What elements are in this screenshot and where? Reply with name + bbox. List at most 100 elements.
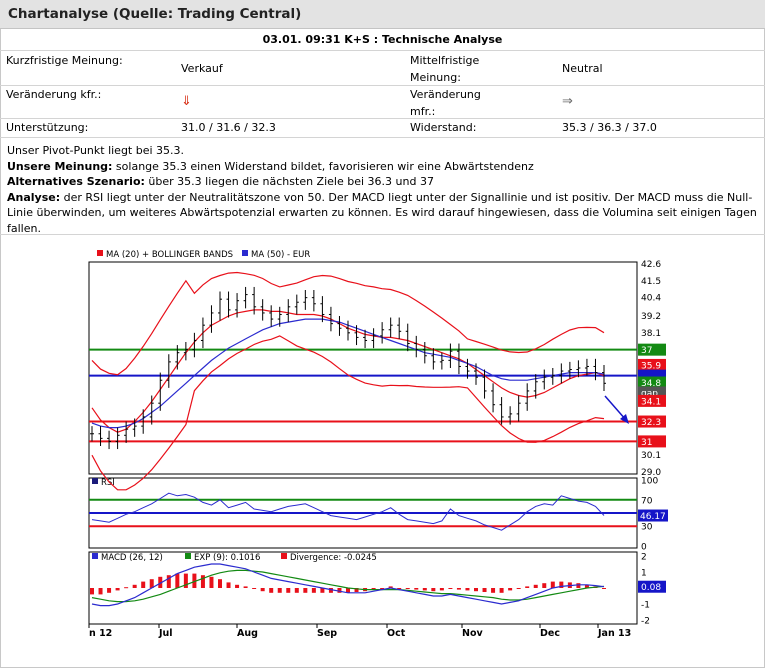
support-value: 31.0 / 31.6 / 32.3: [181, 121, 276, 134]
ma-upper-tag: 35.9: [641, 361, 661, 371]
month-label: Oct: [387, 628, 406, 639]
divergence-bar: [260, 588, 265, 592]
divergence-bar: [431, 588, 436, 592]
price-bar: [303, 290, 308, 310]
price-bar: [311, 290, 316, 312]
target-arrow-icon: [604, 395, 629, 424]
macd-tick-label: -2: [641, 617, 650, 627]
pivot-line: Unser Pivot-Punkt liegt bei 35.3.: [7, 144, 185, 157]
price-bar: [363, 329, 368, 349]
divergence-bar: [422, 588, 427, 591]
price-bar: [346, 320, 350, 341]
price-bar: [218, 291, 222, 321]
rsi-tick-label: 70: [641, 496, 653, 506]
price-legend: MA (20) + BOLLINGER BANDS MA (50) - EUR: [97, 250, 310, 260]
resistance-label: Widerstand:: [410, 121, 477, 134]
macd-last-bg: [638, 580, 666, 593]
price-bar: [90, 426, 94, 442]
divergence-bar: [218, 579, 222, 588]
divergence-bar: [448, 588, 453, 589]
rsi-panel: [89, 492, 637, 531]
rsi-last-label: 46.17: [640, 512, 666, 522]
divergence-bar: [294, 588, 299, 593]
change-short-label: Veränderung kfr.:: [6, 88, 102, 101]
divergence-bar: [414, 588, 419, 590]
price-bar: [209, 305, 214, 333]
price-bar: [516, 395, 521, 422]
price-bar: [235, 293, 240, 318]
month-label: Aug: [237, 628, 258, 639]
price-bar: [294, 294, 299, 315]
price-bar: [559, 363, 564, 384]
divergence-bar: [192, 573, 197, 588]
divergence-bar: [320, 588, 325, 593]
price-bar: [175, 345, 180, 370]
resistance-tag: 37: [641, 346, 652, 356]
divider: [0, 234, 765, 235]
divergence-bar: [209, 576, 214, 588]
arrow-right-icon: ⇒: [562, 94, 573, 109]
divergence-bar: [388, 586, 393, 588]
divergence-bar: [158, 576, 163, 588]
divergence-bar: [243, 586, 248, 588]
price-bar: [380, 322, 385, 344]
divergence-bar: [286, 588, 291, 593]
macd-tick-label: -1: [641, 601, 650, 611]
price-bar: [132, 418, 137, 437]
macd-tick-label: 2: [641, 553, 647, 563]
price-tick-label: 38.1: [641, 329, 661, 339]
divergence-bar: [584, 584, 589, 588]
legend-macd: MACD (26, 12): [101, 553, 163, 563]
divergence-bar: [371, 588, 376, 590]
rsi-tick-label: 0: [641, 543, 647, 553]
divergence-bar: [235, 584, 240, 588]
divergence-bar: [491, 588, 496, 593]
price-bar: [456, 343, 461, 375]
rsi-tick-label: 30: [641, 523, 653, 533]
month-label: Jan 13: [597, 628, 631, 639]
price-bar: [576, 360, 581, 378]
divergence-bar: [98, 588, 103, 595]
macd-panel: [90, 563, 606, 607]
opinion-line: Unsere Meinung: solange 35.3 einen Wider…: [7, 159, 534, 173]
price-tick-label: 41.5: [641, 277, 661, 287]
bollinger-upper-line: [91, 271, 605, 376]
price-bar: [542, 369, 547, 390]
month-label: Nov: [462, 628, 483, 639]
panel-title: Chartanalyse (Quelle: Trading Central): [0, 0, 765, 29]
macd-tick-label: 1: [641, 569, 647, 579]
divergence-bar: [516, 588, 521, 589]
price-bar: [525, 383, 530, 411]
rsi-legend: RSI: [92, 478, 115, 488]
divergence-bar: [183, 573, 188, 588]
divergence-bar: [90, 588, 94, 595]
divergence-bar: [166, 575, 171, 588]
month-label: Jul: [158, 628, 173, 639]
price-tick-label: 29.0: [641, 468, 661, 478]
resistance-value: 35.3 / 36.3 / 37.0: [562, 121, 657, 134]
price-bar: [533, 374, 538, 399]
change-mid-label: Veränderung mfr.:: [410, 88, 481, 118]
divergence-bar: [508, 588, 513, 591]
divergence-bar: [602, 588, 606, 589]
price-panel: [89, 271, 637, 491]
divergence-bar: [124, 587, 129, 589]
macd-legend: MACD (26, 12) EXP (9): 0.1016 Divergence…: [92, 553, 377, 563]
price-bar: [277, 306, 282, 327]
divergence-bar: [525, 586, 530, 588]
support2-tag: 31: [641, 438, 652, 448]
analysis-text: Unser Pivot-Punkt liegt bei 35.3. Unsere…: [7, 143, 759, 236]
divergence-bar: [328, 588, 333, 593]
divergence-bar: [149, 579, 154, 588]
divergence-bar: [311, 588, 316, 593]
divergence-bar: [559, 581, 564, 588]
legend-rsi: RSI: [101, 478, 115, 488]
price-bar: [107, 430, 112, 450]
support2-tag-bg: [638, 435, 666, 448]
price-bar: [584, 358, 589, 376]
signal-line: [91, 569, 605, 603]
divergence-bar: [252, 588, 257, 589]
rsi-tick-label: 100: [641, 477, 658, 487]
support1-tag: 32.3: [641, 418, 661, 428]
divergence-bar: [226, 582, 231, 588]
